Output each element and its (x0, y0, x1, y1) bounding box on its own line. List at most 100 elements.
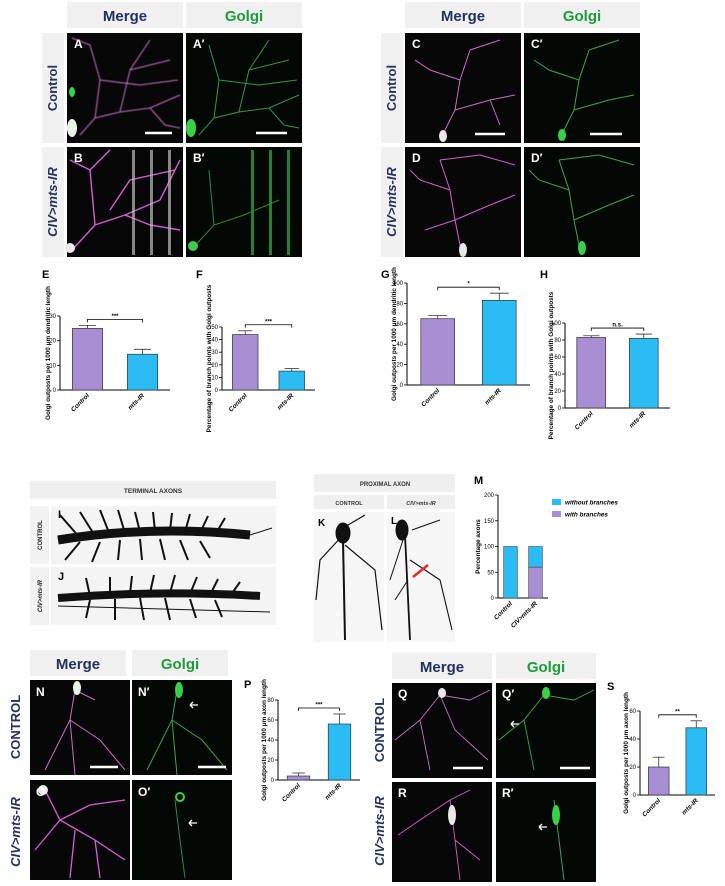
side-label-control-right: Control (384, 65, 399, 111)
micrograph-o (30, 780, 130, 880)
side-label-control-bottom-left: CONTROL (8, 695, 23, 759)
side-label-mts-bottom-right: CIV>mts-IR (372, 796, 387, 866)
chart-m-y-tick-label: 0 (491, 596, 495, 602)
panel-letter-r: R (398, 786, 407, 800)
chart-m-bar (503, 546, 518, 599)
chart-h-category-label: Control (574, 410, 595, 431)
merge-header-box-left (67, 2, 183, 28)
side-label-mts-bottom-left: CIV>mts-IR (8, 797, 23, 867)
chart-e-y-tick-label: 0 (53, 388, 57, 394)
golgi-header-bottom-left: Golgi (161, 656, 199, 673)
chart-m-y-tick-label: 100 (484, 545, 495, 551)
chart-p-significance-bracket (298, 707, 340, 711)
chart-h-y-tick-label: 80 (554, 338, 561, 344)
side-box-control-left (42, 33, 64, 143)
chart-m-legend-label: with branches (565, 512, 608, 519)
golgi-header-box-right (524, 2, 640, 28)
chart-p-bar (327, 723, 352, 781)
micrograph-o2 (132, 780, 232, 880)
chart-s-significance-label: ** (675, 709, 680, 715)
chart-h-significance-label: n.s. (612, 323, 623, 329)
panel-letter-q2: Q′ (502, 687, 514, 701)
panel-letter-p: P (244, 679, 251, 691)
chart-h-y-tick-label: 0 (558, 406, 562, 412)
chart-s-y-tick-label: 0 (633, 793, 637, 799)
chart-g-category-label: mts-IR (484, 387, 503, 406)
chart-g-y-label: Golgi outposts per 1000 μm dendritic len… (391, 267, 398, 401)
side-box-mts-left (42, 147, 64, 257)
chart-p-y-tick-label: 60 (267, 718, 274, 724)
chart-e-category-label: mts-IR (127, 392, 146, 411)
terminal-axons-group: TERMINAL AXONS CONTROL CIV>mts-IR I J (30, 481, 276, 625)
chart-m-legend-swatch (552, 499, 561, 505)
chart-m-y-tick-label: 150 (484, 519, 495, 525)
side-label-control-bottom-right: CONTROL (372, 698, 387, 762)
chart-p-bar (286, 775, 311, 781)
chart-e-category-label: Control (70, 392, 91, 413)
panel-letter-n2: N′ (138, 685, 150, 699)
chart-g-category-label: Control (420, 387, 441, 408)
panel-letter-c: C (412, 37, 421, 51)
chart-f-y-tick-label: 50 (211, 325, 218, 331)
panel-letter-o: O (36, 785, 45, 799)
panel-letter-e: E (42, 269, 49, 281)
panel-letter-k: K (318, 518, 326, 529)
panel-letter-c2: C′ (531, 37, 543, 51)
chart-m: 0 50 100 150 200 Percentage axons without bran… (475, 493, 618, 630)
micrograph-group-qr: Merge Golgi CONTROL CIV>mts-IR Q Q′ R R′ (372, 653, 596, 882)
panel-letter-g: G (381, 269, 390, 281)
chart-g-y-tick-label: 0 (400, 383, 404, 389)
terminal-axons-header: TERMINAL AXONS (124, 488, 183, 495)
micrograph-d (405, 147, 521, 257)
chart-h-significance-bracket (590, 327, 645, 332)
side-label-mts-right: CIV>mts-IR (384, 167, 399, 237)
side-label-terminal-control: CONTROL (38, 520, 44, 550)
chart-m-legend-label: without branches (565, 500, 618, 507)
chart-m-category-label: CIV>mts-IR (510, 600, 539, 629)
chart-g-y-tick-label: 60 (396, 322, 403, 328)
panel-letter-q: Q (398, 687, 407, 701)
chart-p-y-label: Golgi outposts per 1000 μm axon length (261, 679, 268, 801)
chart-m-legend-swatch (552, 511, 561, 517)
golgi-header-right: Golgi (563, 8, 601, 25)
chart-e-bar (127, 353, 158, 391)
panel-letter-n: N (36, 685, 45, 699)
chart-m-y-label: Percentage axons (475, 519, 482, 574)
chart-e-significance-label: *** (111, 314, 119, 320)
chart-g-significance-bracket (437, 286, 500, 291)
panel-letter-m: M (474, 475, 483, 487)
chart-s-category-label: mts-IR (681, 797, 700, 816)
chart-g-y-tick-label: 40 (396, 342, 403, 348)
proximal-axon-header: PROXIMAL AXON (360, 482, 410, 488)
micrograph-group-cd: Merge Golgi Control CIV>mts-IR C C′ D D′ (381, 2, 640, 257)
chart-s-y-tick-label: 60 (629, 709, 636, 715)
chart-f-bar (232, 334, 259, 391)
chart-g-y-tick-label: 100 (393, 281, 404, 287)
chart-f-category-label: Control (228, 392, 249, 413)
chart-h-y-tick-label: 60 (554, 355, 561, 361)
chart-p-y-tick-label: 80 (267, 698, 274, 704)
chart-e-y-tick-label: 20 (49, 339, 56, 345)
chart-p-category-label: mts-IR (324, 782, 343, 801)
micrograph-a2 (186, 33, 302, 143)
chart-s-bar (685, 727, 707, 796)
side-label-control-left: Control (45, 65, 60, 111)
chart-m-bar (528, 546, 543, 568)
micrograph-d2 (524, 147, 640, 257)
terminal-axons-header-box (30, 481, 276, 499)
chart-g-y-tick-label: 80 (396, 301, 403, 307)
chart-f-significance-bracket (244, 324, 293, 328)
chart-f-y-tick-label: 30 (211, 350, 218, 356)
chart-f-y-tick-label: 10 (211, 375, 218, 381)
chart-m-category-label: Control (493, 600, 514, 621)
merge-header-left: Merge (103, 8, 147, 25)
panel-letter-i: I (58, 509, 61, 521)
chart-f-y-tick-label: 0 (215, 388, 219, 394)
panel-letter-o2: O′ (138, 785, 150, 799)
golgi-header-box-left (186, 2, 302, 28)
